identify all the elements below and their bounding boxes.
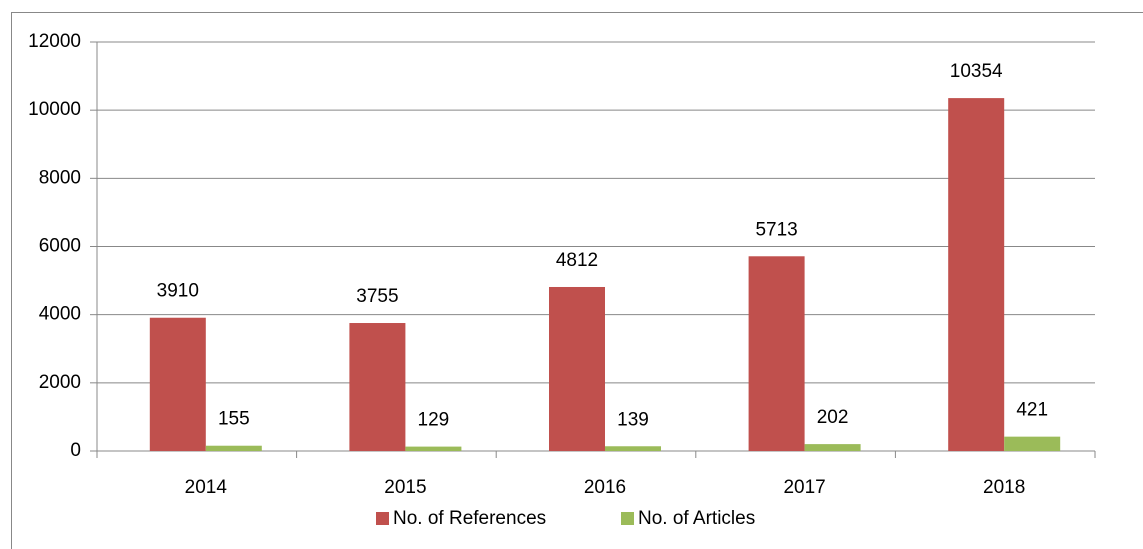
data-label: 4812 <box>556 250 598 271</box>
legend-swatch <box>621 512 634 525</box>
data-label: 3910 <box>157 281 199 302</box>
data-label: 10354 <box>950 61 1003 82</box>
data-label: 3755 <box>356 286 398 307</box>
y-tick-label: 12000 <box>28 31 81 52</box>
data-label: 202 <box>817 407 849 428</box>
y-tick-label: 0 <box>70 440 81 461</box>
x-tick-label: 2016 <box>584 477 626 498</box>
legend-label: No. of References <box>393 508 546 529</box>
bar <box>405 446 462 451</box>
x-tick-label: 2014 <box>185 477 228 498</box>
chart-border <box>11 12 1143 549</box>
y-tick-label: 6000 <box>39 236 81 257</box>
bar <box>804 444 861 451</box>
data-label: 129 <box>418 410 450 431</box>
x-tick-label: 2015 <box>384 477 426 498</box>
bar <box>948 98 1005 451</box>
data-label: 5713 <box>755 219 797 240</box>
y-tick-label: 8000 <box>39 167 81 188</box>
bar <box>149 317 206 451</box>
x-tick-label: 2017 <box>783 477 825 498</box>
y-tick-label: 10000 <box>28 99 81 120</box>
data-label: 155 <box>218 409 250 430</box>
data-label: 421 <box>1016 400 1048 421</box>
x-tick-label: 2018 <box>983 477 1025 498</box>
bar <box>549 286 605 451</box>
legend-swatch <box>376 512 389 525</box>
data-label: 139 <box>617 409 649 430</box>
y-tick-label: 2000 <box>39 372 81 393</box>
bar <box>748 256 805 451</box>
legend-label: No. of Articles <box>638 508 755 529</box>
bar <box>349 323 406 451</box>
bar <box>205 445 262 451</box>
y-tick-label: 4000 <box>39 304 81 325</box>
bar <box>605 446 661 451</box>
bar <box>1004 436 1061 451</box>
